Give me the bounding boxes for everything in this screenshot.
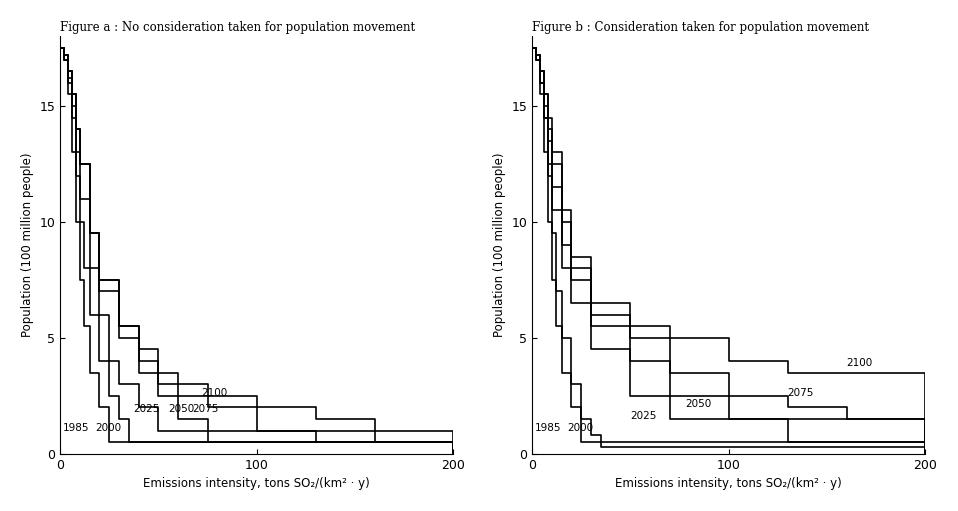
Text: Figure b : Consideration taken for population movement: Figure b : Consideration taken for popul… (533, 21, 869, 34)
Text: 2075: 2075 (787, 388, 814, 398)
Text: 1985: 1985 (536, 423, 561, 433)
Text: 2025: 2025 (630, 411, 657, 421)
X-axis label: Emissions intensity, tons SO₂/(km² · y): Emissions intensity, tons SO₂/(km² · y) (144, 477, 370, 490)
Text: 2025: 2025 (133, 404, 159, 414)
Text: 2100: 2100 (201, 388, 228, 398)
Text: 1985: 1985 (63, 423, 89, 433)
X-axis label: Emissions intensity, tons SO₂/(km² · y): Emissions intensity, tons SO₂/(km² · y) (615, 477, 842, 490)
Y-axis label: Population (100 million people): Population (100 million people) (492, 153, 506, 337)
Text: 2100: 2100 (847, 358, 873, 367)
Text: 2050: 2050 (686, 400, 712, 409)
Text: 2000: 2000 (96, 423, 122, 433)
Text: 2000: 2000 (567, 423, 594, 433)
Y-axis label: Population (100 million people): Population (100 million people) (21, 153, 34, 337)
Text: 2050: 2050 (169, 404, 194, 414)
Text: Figure a : No consideration taken for population movement: Figure a : No consideration taken for po… (60, 21, 415, 34)
Text: 2075: 2075 (192, 404, 218, 414)
